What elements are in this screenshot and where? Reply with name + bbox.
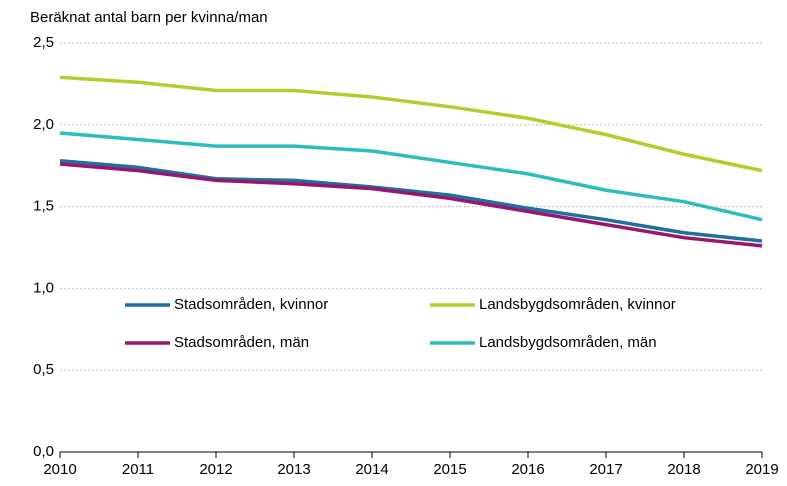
x-tick-label: 2010 <box>43 461 76 478</box>
x-tick-label: 2015 <box>433 461 466 478</box>
legend-label: Stadsområden, kvinnor <box>174 296 328 313</box>
x-tick-label: 2011 <box>122 461 154 478</box>
y-tick-label: 2,0 <box>33 116 54 133</box>
series-line <box>59 162 763 248</box>
legend-label: Landsbygdsområden, kvinnor <box>479 296 676 313</box>
y-tick-label: 2,5 <box>33 34 54 51</box>
legend-label: Stadsområden, män <box>174 334 309 351</box>
x-tick-label: 2019 <box>745 461 778 478</box>
y-tick-label: 1,0 <box>33 279 54 296</box>
x-tick-label: 2016 <box>511 461 544 478</box>
legend-label: Landsbygdsområden, män <box>479 334 657 351</box>
series-line <box>59 159 763 243</box>
y-tick-label: 0,0 <box>33 443 54 460</box>
y-tick-label: 1,5 <box>33 198 54 215</box>
x-tick-label: 2018 <box>667 461 700 478</box>
x-tick-label: 2017 <box>589 461 622 478</box>
x-tick-label: 2013 <box>277 461 310 478</box>
y-axis-label: Beräknat antal barn per kvinna/man <box>30 9 268 26</box>
series-line <box>59 75 763 173</box>
series-line <box>59 131 763 222</box>
x-tick-label: 2012 <box>199 461 232 478</box>
x-tick-label: 2014 <box>355 461 388 478</box>
y-tick-label: 0,5 <box>33 361 54 378</box>
